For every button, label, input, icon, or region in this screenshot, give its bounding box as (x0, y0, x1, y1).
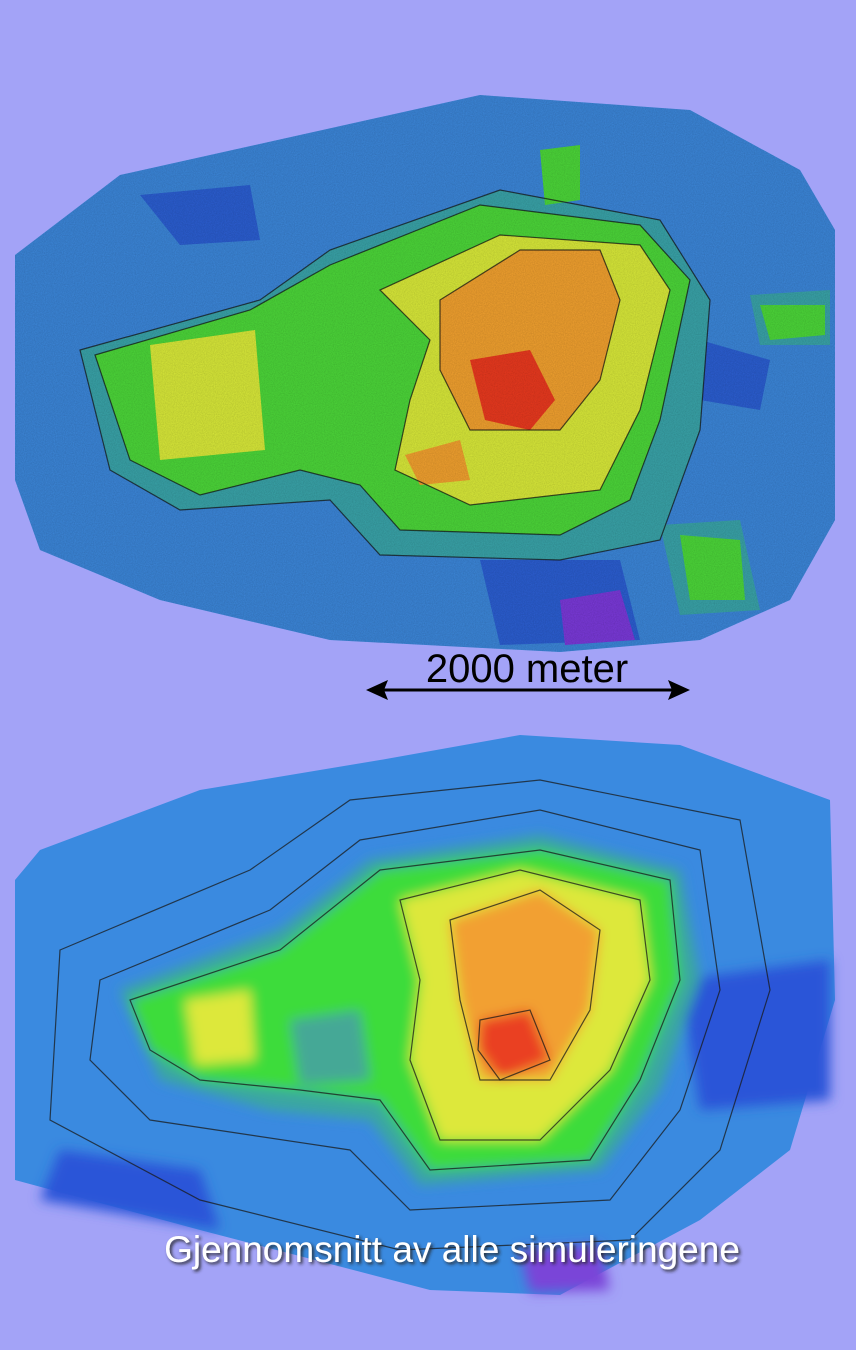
bottom-map (15, 735, 835, 1295)
scale-label: 2000 meter (426, 647, 628, 691)
caption: Gjennomsnitt av alle simuleringene (164, 1229, 740, 1270)
page: 2000 meter Gjennomsnitt av alle simuleri… (0, 0, 856, 1350)
figure: 2000 meter Gjennomsnitt av alle simuleri… (0, 0, 856, 1350)
teal-gap (290, 1010, 370, 1085)
scale-bar: 2000 meter (366, 647, 690, 700)
top-map (15, 95, 835, 652)
